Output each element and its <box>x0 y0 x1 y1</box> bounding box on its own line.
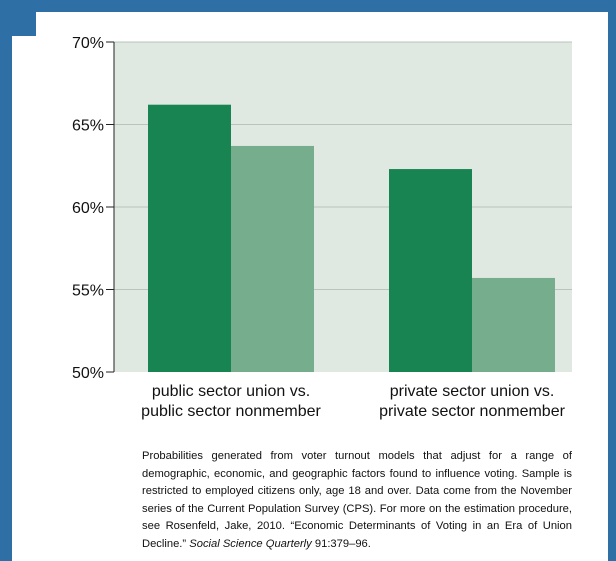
x-category-label: private sector union vs. private sector n… <box>379 383 566 420</box>
footnote-text: Probabilities generated from voter turno… <box>142 450 572 550</box>
y-tick-label: 60% <box>72 200 104 217</box>
y-tick-label: 50% <box>72 365 104 382</box>
chart-footnote: Probabilities generated from voter turno… <box>142 448 572 554</box>
y-tick-label: 70% <box>72 35 104 52</box>
footnote-journal: Social Science Quarterly <box>189 537 312 550</box>
x-category-label: public sector union vs. public sector non… <box>141 383 321 420</box>
frame-right-border <box>608 0 616 561</box>
bar <box>389 169 472 372</box>
footnote-citation-end: 91:379–96. <box>311 537 371 550</box>
frame-left-border <box>0 0 12 561</box>
bar <box>148 104 231 372</box>
bar <box>231 145 314 372</box>
frame-top-border <box>0 0 616 12</box>
bar <box>472 277 555 372</box>
y-tick-label: 65% <box>72 118 104 135</box>
bar-chart: 50% 55% 60% 65% 70% public sector union vs. pu… <box>72 35 572 420</box>
y-tick-label: 55% <box>72 283 104 300</box>
corner-block <box>12 12 36 36</box>
